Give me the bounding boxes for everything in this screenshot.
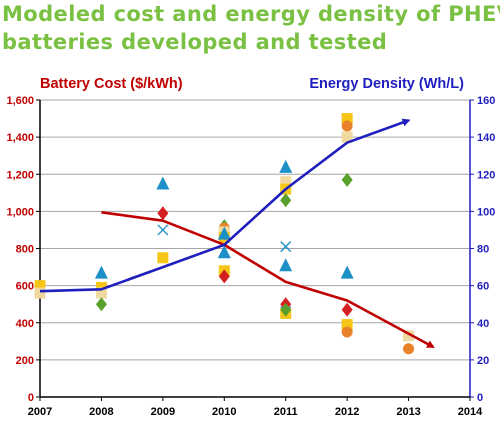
data-point-triangle: [340, 265, 354, 279]
data-point-diamond: [280, 193, 292, 208]
scatter-points: [34, 113, 415, 355]
energy-density-line: [39, 118, 411, 293]
gridlines: [40, 99, 470, 361]
right-tick-label: 0: [477, 392, 483, 404]
x-tick-label: 2007: [28, 406, 52, 418]
left-tick-label: 0: [28, 392, 34, 404]
data-point-circle: [403, 343, 415, 355]
left-tick-label: 1,400: [6, 132, 34, 144]
data-point-x: [280, 241, 292, 253]
left-tick-label: 1,600: [6, 95, 34, 107]
right-tick-label: 20: [477, 355, 489, 367]
data-point-triangle: [217, 245, 231, 259]
x-tick-label: 2010: [212, 406, 236, 418]
x-tick-label: 2013: [396, 406, 420, 418]
right-tick-label: 120: [477, 169, 495, 181]
right-tick-label: 160: [477, 95, 495, 107]
data-point-diamond: [218, 269, 230, 284]
right-tick-label: 100: [477, 206, 495, 218]
axes: [36, 99, 474, 401]
slide-title: Modeled cost and energy density of PHEV …: [2, 0, 500, 56]
right-tick-label: 40: [477, 318, 489, 330]
left-tick-label: 600: [16, 281, 34, 293]
data-point-circle: [341, 120, 353, 132]
data-point-square: [280, 176, 292, 188]
left-tick-label: 800: [16, 244, 34, 256]
x-tick-label: 2008: [89, 406, 113, 418]
left-tick-label: 1,200: [6, 169, 34, 181]
left-tick-label: 400: [16, 318, 34, 330]
battery-cost-line: [101, 211, 435, 349]
data-point-triangle: [156, 176, 170, 190]
right-tick-label: 80: [477, 244, 489, 256]
tick-labels: 0 0 200 20 400 40 600 60 800 80 1,000 100 1,200 120 1,…: [6, 95, 495, 418]
title-line-2: batteries developed and tested: [2, 30, 388, 54]
data-point-diamond: [157, 206, 169, 221]
data-point-diamond: [280, 302, 292, 317]
data-point-square: [95, 281, 107, 293]
x-tick-label: 2009: [151, 406, 175, 418]
title-line-1: Modeled cost and energy density of PHEV: [2, 2, 500, 26]
x-tick-label: 2014: [458, 406, 483, 418]
right-tick-label: 60: [477, 281, 489, 293]
data-point-circle: [341, 326, 353, 338]
data-point-square: [341, 131, 353, 143]
data-point-x: [157, 224, 169, 236]
data-point-diamond: [95, 297, 107, 312]
data-point-square: [341, 113, 353, 125]
data-point-square: [403, 330, 415, 342]
x-tick-label: 2011: [274, 406, 298, 418]
right-tick-label: 140: [477, 132, 495, 144]
left-tick-label: 200: [16, 355, 34, 367]
data-point-diamond: [341, 172, 353, 187]
data-point-diamond: [341, 302, 353, 317]
data-point-square: [34, 287, 46, 299]
data-point-square: [34, 280, 46, 292]
data-point-square: [341, 319, 353, 331]
x-tick-label: 2012: [335, 406, 359, 418]
left-axis-label: Battery Cost ($/kWh): [40, 76, 183, 92]
data-point-square: [157, 252, 169, 264]
trend-lines: [39, 118, 435, 349]
left-tick-label: 1,000: [6, 206, 34, 218]
data-point-square: [95, 287, 107, 299]
data-point-triangle: [217, 226, 231, 240]
data-point-triangle: [94, 265, 108, 279]
right-axis-label: Energy Density (Wh/L): [309, 76, 464, 92]
data-point-triangle: [279, 258, 293, 272]
data-point-triangle: [279, 159, 293, 173]
